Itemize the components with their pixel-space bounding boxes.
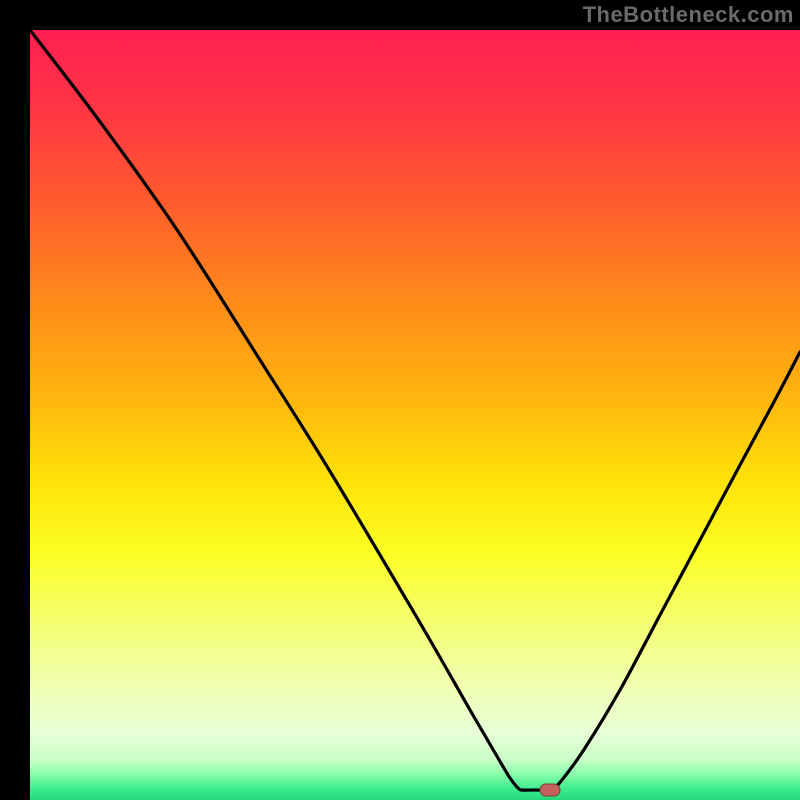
optimal-point-marker [540, 784, 560, 796]
bottleneck-chart [0, 0, 800, 800]
attribution-label: TheBottleneck.com [577, 0, 800, 32]
plot-background [30, 30, 800, 800]
chart-stage: TheBottleneck.com [0, 0, 800, 800]
